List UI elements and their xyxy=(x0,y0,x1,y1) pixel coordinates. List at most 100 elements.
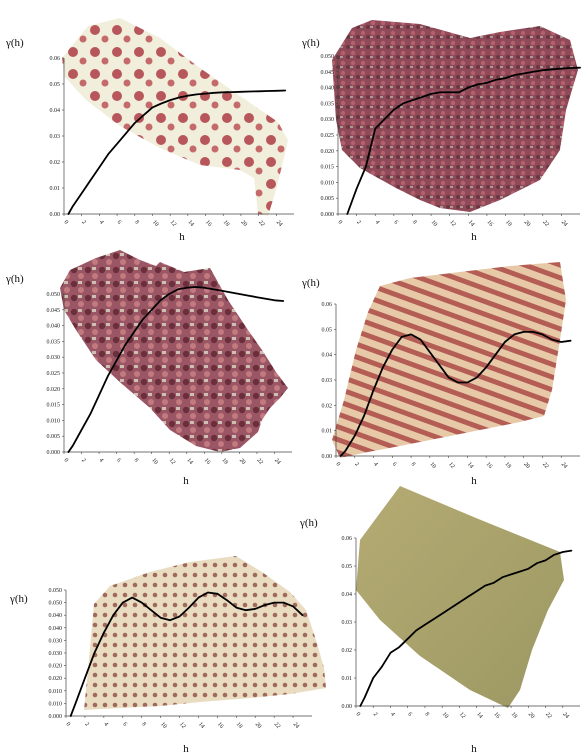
y-tick-label: 0.050 xyxy=(321,54,335,60)
x-tick-label: 16 xyxy=(485,219,493,227)
y-tick-label: 0.010 xyxy=(321,180,335,186)
x-tick-label: 2 xyxy=(372,711,379,717)
x-tick-label: 12 xyxy=(448,219,456,227)
y-tick-label: 0.050 xyxy=(49,588,63,594)
x-tick-label: 10 xyxy=(428,461,436,469)
y-tick-label: 0.030 xyxy=(49,638,63,644)
variogram-panel-1: 0.000.010.020.030.040.050.060 2 4 6 8 10 12 14 1… xyxy=(5,37,294,243)
y-tick-label: 0.025 xyxy=(47,371,61,377)
x-tick-label: 0 xyxy=(62,219,69,225)
y-tick-label: 0.02 xyxy=(322,403,333,409)
y-tick-label: 0.030 xyxy=(49,651,63,657)
y-tick-label: 0.025 xyxy=(321,133,335,139)
x-tick-label: 20 xyxy=(527,711,535,719)
x-tick-label: 12 xyxy=(458,711,466,719)
aerial-image-5 xyxy=(84,556,326,710)
x-tick-label: 22 xyxy=(541,461,549,469)
x-axis-label: h xyxy=(471,743,477,755)
x-tick-label: 16 xyxy=(492,711,500,719)
y-tick-label: 0.02 xyxy=(342,648,353,654)
y-tick-label: 0.01 xyxy=(50,186,61,192)
x-tick-label: 18 xyxy=(503,461,511,469)
y-tick-label: 0.045 xyxy=(47,308,61,314)
y-tick-label: 0.050 xyxy=(49,601,63,607)
aerial-image-3 xyxy=(60,250,288,452)
variogram-curve xyxy=(359,549,573,707)
x-tick-label: 12 xyxy=(447,461,455,469)
aerial-image-6 xyxy=(356,486,564,708)
x-tick-label: 18 xyxy=(220,457,228,465)
y-axis-label: γ(h) xyxy=(301,277,320,289)
y-axis-label: γ(h) xyxy=(299,517,318,529)
y-tick-label: 0.035 xyxy=(47,339,61,345)
x-tick-label: 14 xyxy=(475,711,483,719)
y-tick-label: 0.020 xyxy=(47,387,61,393)
y-tick-label: 0.00 xyxy=(322,454,333,460)
x-tick-label: 6 xyxy=(391,461,398,467)
x-axis-label: h xyxy=(179,231,185,243)
x-tick-label: 0 xyxy=(336,219,343,225)
y-tick-label: 0.030 xyxy=(47,355,61,361)
x-tick-label: 6 xyxy=(392,219,399,225)
x-tick-label: 18 xyxy=(510,711,518,719)
y-tick-label: 0.02 xyxy=(50,160,61,166)
x-tick-label: 22 xyxy=(544,711,552,719)
x-tick-label: 4 xyxy=(98,219,105,225)
x-tick-label: 16 xyxy=(216,721,224,729)
x-tick-label: 2 xyxy=(80,457,87,463)
x-axis-label: h xyxy=(471,475,477,487)
x-tick-label: 18 xyxy=(222,219,230,227)
variogram-panel-6: 0.000.010.020.030.040.050.060 2 4 6 8 10 12 14 1… xyxy=(299,517,580,755)
x-tick-label: 6 xyxy=(121,721,128,727)
variogram-curve xyxy=(346,66,581,215)
y-axis-label: γ(h) xyxy=(9,593,28,605)
y-tick-label: 0.03 xyxy=(322,378,333,384)
x-tick-label: 10 xyxy=(159,721,167,729)
y-tick-label: 0.045 xyxy=(321,70,335,76)
x-tick-label: 4 xyxy=(102,721,109,727)
y-tick-label: 0.040 xyxy=(321,86,335,92)
y-tick-label: 0.000 xyxy=(321,212,335,218)
x-tick-label: 12 xyxy=(169,219,177,227)
y-tick-label: 0.04 xyxy=(322,353,333,359)
y-axis-label: γ(h) xyxy=(5,37,24,49)
y-tick-label: 0.040 xyxy=(49,613,63,619)
x-tick-label: 20 xyxy=(522,461,530,469)
y-tick-label: 0.050 xyxy=(47,292,61,298)
y-tick-label: 0.00 xyxy=(50,212,61,218)
variogram-curve xyxy=(67,286,285,453)
variogram-panel-3: 0.000 0.005 0.010 0.015 0.020 0.025 0.030 0.035… xyxy=(5,273,292,487)
variogram-panel-5: 0.000 0.010 0.010 0.020 0.020 0.030 0.030 0.040… xyxy=(9,588,312,755)
x-axis-label: h xyxy=(183,743,189,755)
y-tick-label: 0.035 xyxy=(321,101,335,107)
variogram-curve xyxy=(339,330,572,457)
x-tick-label: 2 xyxy=(353,461,360,467)
x-tick-label: 16 xyxy=(485,461,493,469)
x-tick-label: 0 xyxy=(354,711,361,717)
x-tick-label: 10 xyxy=(151,219,159,227)
x-tick-label: 18 xyxy=(504,219,512,227)
y-tick-label: 0.040 xyxy=(47,324,61,330)
x-tick-label: 22 xyxy=(257,219,265,227)
x-tick-label: 14 xyxy=(466,461,474,469)
x-tick-label: 16 xyxy=(204,219,212,227)
y-tick-label: 0.030 xyxy=(321,117,335,123)
x-tick-label: 20 xyxy=(523,219,531,227)
x-tick-label: 4 xyxy=(374,219,381,225)
x-tick-label: 10 xyxy=(430,219,438,227)
aerial-image-4 xyxy=(332,262,566,458)
x-tick-label: 24 xyxy=(561,711,569,719)
y-tick-label: 0.000 xyxy=(49,714,63,720)
x-tick-label: 10 xyxy=(441,711,449,719)
x-tick-label: 6 xyxy=(406,711,413,717)
x-tick-label: 0 xyxy=(62,457,69,463)
aerial-image-1 xyxy=(62,18,288,216)
x-tick-label: 4 xyxy=(372,461,379,467)
x-tick-label: 8 xyxy=(410,461,417,467)
y-tick-label: 0.015 xyxy=(47,403,61,409)
x-tick-label: 4 xyxy=(389,711,396,717)
x-tick-label: 20 xyxy=(238,457,246,465)
x-axis-label: h xyxy=(183,475,189,487)
x-tick-label: 2 xyxy=(80,219,87,225)
x-tick-label: 24 xyxy=(275,219,283,227)
